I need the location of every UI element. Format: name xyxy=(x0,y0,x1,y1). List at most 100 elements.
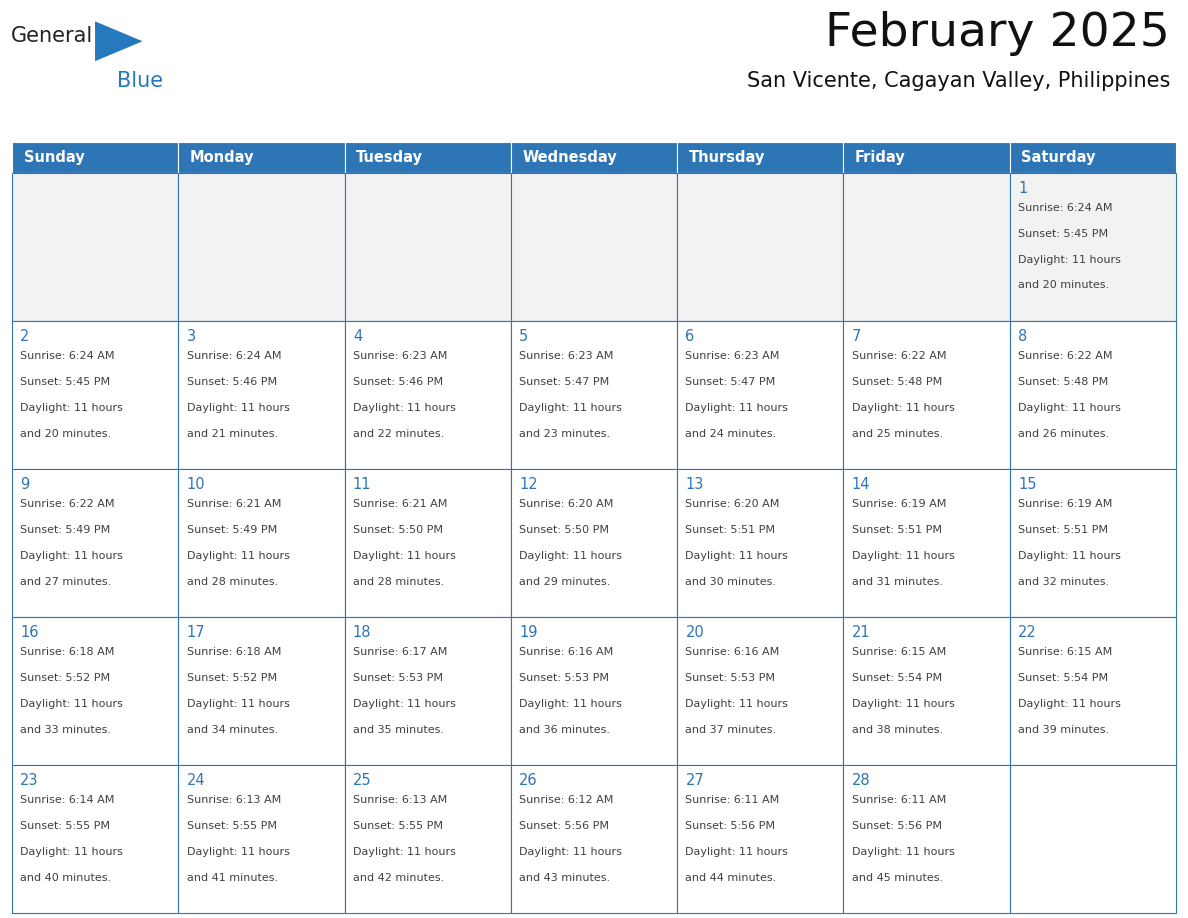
Text: Sunset: 5:50 PM: Sunset: 5:50 PM xyxy=(519,525,609,535)
Bar xyxy=(178,321,345,469)
Text: Sunset: 5:49 PM: Sunset: 5:49 PM xyxy=(20,525,110,535)
Bar xyxy=(511,766,677,913)
Text: Monday: Monday xyxy=(190,151,254,165)
Text: Sunrise: 6:23 AM: Sunrise: 6:23 AM xyxy=(519,351,613,361)
Text: 13: 13 xyxy=(685,476,703,492)
Text: and 45 minutes.: and 45 minutes. xyxy=(852,873,943,883)
Bar xyxy=(677,469,843,617)
Bar xyxy=(12,469,178,617)
Text: Daylight: 11 hours: Daylight: 11 hours xyxy=(20,403,124,412)
Bar xyxy=(511,469,677,617)
Text: Daylight: 11 hours: Daylight: 11 hours xyxy=(685,551,789,561)
Text: Sunset: 5:46 PM: Sunset: 5:46 PM xyxy=(353,376,443,386)
Text: and 20 minutes.: and 20 minutes. xyxy=(20,429,112,439)
Bar xyxy=(1010,174,1176,321)
Text: Daylight: 11 hours: Daylight: 11 hours xyxy=(187,846,290,856)
Bar xyxy=(12,321,178,469)
Text: and 31 minutes.: and 31 minutes. xyxy=(852,577,943,587)
Text: Sunset: 5:53 PM: Sunset: 5:53 PM xyxy=(685,673,776,683)
Text: and 37 minutes.: and 37 minutes. xyxy=(685,724,777,734)
Bar xyxy=(345,142,511,174)
Text: Daylight: 11 hours: Daylight: 11 hours xyxy=(353,699,456,709)
Text: Daylight: 11 hours: Daylight: 11 hours xyxy=(685,403,789,412)
Text: Daylight: 11 hours: Daylight: 11 hours xyxy=(852,403,955,412)
Text: Daylight: 11 hours: Daylight: 11 hours xyxy=(519,846,623,856)
Text: and 24 minutes.: and 24 minutes. xyxy=(685,429,777,439)
Text: and 32 minutes.: and 32 minutes. xyxy=(1018,577,1110,587)
Text: Daylight: 11 hours: Daylight: 11 hours xyxy=(353,846,456,856)
Text: 12: 12 xyxy=(519,476,538,492)
Text: Sunrise: 6:24 AM: Sunrise: 6:24 AM xyxy=(20,351,115,361)
Text: Sunset: 5:50 PM: Sunset: 5:50 PM xyxy=(353,525,443,535)
Text: and 34 minutes.: and 34 minutes. xyxy=(187,724,278,734)
Text: and 25 minutes.: and 25 minutes. xyxy=(852,429,943,439)
Text: Sunset: 5:56 PM: Sunset: 5:56 PM xyxy=(852,821,942,831)
Text: 25: 25 xyxy=(353,773,372,788)
Text: Daylight: 11 hours: Daylight: 11 hours xyxy=(1018,551,1121,561)
Text: Sunset: 5:56 PM: Sunset: 5:56 PM xyxy=(685,821,776,831)
Text: and 36 minutes.: and 36 minutes. xyxy=(519,724,611,734)
Bar xyxy=(677,766,843,913)
Text: Sunset: 5:54 PM: Sunset: 5:54 PM xyxy=(1018,673,1108,683)
Text: 28: 28 xyxy=(852,773,871,788)
Text: Sunset: 5:49 PM: Sunset: 5:49 PM xyxy=(187,525,277,535)
Text: 6: 6 xyxy=(685,329,695,343)
Text: Sunrise: 6:16 AM: Sunrise: 6:16 AM xyxy=(685,647,779,657)
Bar xyxy=(178,469,345,617)
Bar xyxy=(1010,321,1176,469)
Text: Sunset: 5:55 PM: Sunset: 5:55 PM xyxy=(187,821,277,831)
Text: and 42 minutes.: and 42 minutes. xyxy=(353,873,444,883)
Bar xyxy=(677,617,843,766)
Text: Sunrise: 6:21 AM: Sunrise: 6:21 AM xyxy=(353,498,447,509)
Text: General: General xyxy=(11,26,93,46)
Text: 22: 22 xyxy=(1018,625,1037,640)
Text: Sunrise: 6:22 AM: Sunrise: 6:22 AM xyxy=(852,351,947,361)
Text: and 28 minutes.: and 28 minutes. xyxy=(353,577,444,587)
Text: Tuesday: Tuesday xyxy=(356,151,423,165)
Text: 18: 18 xyxy=(353,625,372,640)
Bar xyxy=(12,617,178,766)
Text: 4: 4 xyxy=(353,329,362,343)
Text: Blue: Blue xyxy=(118,71,163,91)
Bar xyxy=(345,321,511,469)
Text: 1: 1 xyxy=(1018,181,1028,196)
Text: Daylight: 11 hours: Daylight: 11 hours xyxy=(20,846,124,856)
Text: and 23 minutes.: and 23 minutes. xyxy=(519,429,611,439)
Text: 11: 11 xyxy=(353,476,372,492)
Text: Sunset: 5:53 PM: Sunset: 5:53 PM xyxy=(353,673,443,683)
Text: Sunset: 5:55 PM: Sunset: 5:55 PM xyxy=(20,821,110,831)
Text: Daylight: 11 hours: Daylight: 11 hours xyxy=(20,551,124,561)
Text: Sunrise: 6:22 AM: Sunrise: 6:22 AM xyxy=(20,498,115,509)
Bar xyxy=(178,617,345,766)
Bar xyxy=(345,174,511,321)
Text: Sunrise: 6:12 AM: Sunrise: 6:12 AM xyxy=(519,795,613,805)
Text: Daylight: 11 hours: Daylight: 11 hours xyxy=(20,699,124,709)
Text: and 27 minutes.: and 27 minutes. xyxy=(20,577,112,587)
Text: Sunrise: 6:11 AM: Sunrise: 6:11 AM xyxy=(685,795,779,805)
Text: 2: 2 xyxy=(20,329,30,343)
Text: and 22 minutes.: and 22 minutes. xyxy=(353,429,444,439)
Text: 21: 21 xyxy=(852,625,871,640)
Text: Sunset: 5:52 PM: Sunset: 5:52 PM xyxy=(187,673,277,683)
Bar xyxy=(843,617,1010,766)
Bar xyxy=(511,142,677,174)
Text: Sunset: 5:47 PM: Sunset: 5:47 PM xyxy=(519,376,609,386)
Bar xyxy=(178,174,345,321)
Text: and 44 minutes.: and 44 minutes. xyxy=(685,873,777,883)
Text: 20: 20 xyxy=(685,625,704,640)
Text: Daylight: 11 hours: Daylight: 11 hours xyxy=(685,699,789,709)
Text: 9: 9 xyxy=(20,476,30,492)
Text: Daylight: 11 hours: Daylight: 11 hours xyxy=(852,551,955,561)
Bar xyxy=(1010,766,1176,913)
Text: Sunrise: 6:20 AM: Sunrise: 6:20 AM xyxy=(685,498,779,509)
Bar xyxy=(511,617,677,766)
Text: and 41 minutes.: and 41 minutes. xyxy=(187,873,278,883)
Text: Sunset: 5:55 PM: Sunset: 5:55 PM xyxy=(353,821,443,831)
Text: Daylight: 11 hours: Daylight: 11 hours xyxy=(187,551,290,561)
Text: 14: 14 xyxy=(852,476,871,492)
Text: Sunset: 5:51 PM: Sunset: 5:51 PM xyxy=(1018,525,1108,535)
Bar xyxy=(843,174,1010,321)
Text: Sunset: 5:47 PM: Sunset: 5:47 PM xyxy=(685,376,776,386)
Text: Sunrise: 6:15 AM: Sunrise: 6:15 AM xyxy=(852,647,946,657)
Text: Sunset: 5:56 PM: Sunset: 5:56 PM xyxy=(519,821,609,831)
